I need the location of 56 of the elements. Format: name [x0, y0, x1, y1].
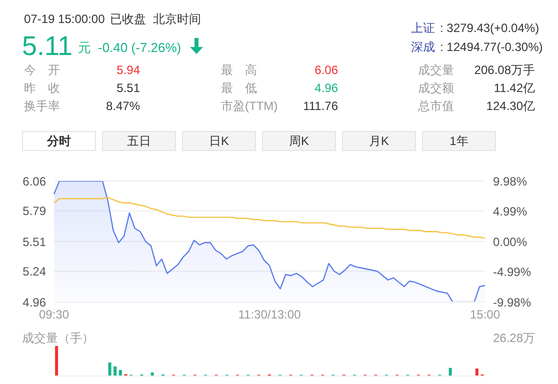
text: 111.76 — [303, 99, 338, 114]
text: 5.11 — [22, 30, 73, 62]
text: 上证 — [411, 21, 435, 36]
bar — [448, 368, 452, 376]
x-tick-label: 15:00 — [470, 308, 500, 322]
text: : 12494.77(-0.30%) — [440, 40, 543, 54]
y2-tick-label: 9.98% — [493, 174, 528, 188]
x-tick-label: 11:30/13:00 — [238, 308, 302, 322]
y2-tick-label: 4.99% — [493, 204, 528, 219]
text: 最 低 — [221, 81, 257, 96]
text: 5.51 — [116, 81, 140, 96]
text: 206.08万手 — [474, 63, 535, 78]
y-tick-label: 5.24 — [22, 264, 46, 278]
text: 分时 — [22, 131, 96, 151]
text: 26.28万 — [492, 330, 535, 347]
y-tick-label: 4.96 — [22, 295, 46, 310]
text: 124.30亿 — [486, 99, 535, 114]
text: 今 开 — [24, 63, 60, 78]
bar — [118, 370, 122, 376]
text: -0.40 (-7.26%) — [98, 40, 182, 56]
text: 成交量 — [418, 63, 454, 78]
text: 周K — [262, 131, 336, 151]
y-tick-label: 5.51 — [22, 234, 46, 249]
text: 11.42亿 — [494, 81, 535, 96]
text: 元 — [78, 40, 91, 56]
line-series — [53, 196, 486, 239]
bar — [475, 368, 478, 376]
text: 8.47% — [106, 99, 140, 114]
bar — [55, 346, 58, 376]
y-axis-title: 成交量（手） — [22, 330, 94, 347]
text: 市盈(TTM) — [221, 99, 278, 114]
text: 成交额 — [418, 81, 454, 96]
x-tick-label: 09:30 — [38, 308, 70, 322]
y2-tick-label: -4.99% — [493, 265, 532, 280]
text: 4.96 — [314, 81, 338, 96]
text: 5.94 — [116, 63, 140, 78]
text: 日K — [182, 131, 256, 151]
text: 总市值 — [418, 99, 454, 114]
text: 最 高 — [221, 63, 257, 78]
y2-tick-label: -9.98% — [493, 295, 532, 310]
text: 五日 — [102, 131, 176, 151]
text: 07-19 15:00:00 — [24, 12, 105, 26]
text: 深成 — [411, 40, 435, 54]
y-tick-label: 5.79 — [22, 204, 46, 218]
text: : 3279.43(+0.04%) — [440, 21, 540, 36]
text: 昨 收 — [24, 81, 60, 96]
text: 6.06 — [314, 63, 338, 78]
text: 1年 — [422, 131, 496, 151]
bar — [114, 366, 117, 376]
bar — [108, 362, 112, 376]
text: 月K — [342, 131, 416, 151]
text: 换手率 — [24, 99, 60, 114]
text: 北京时间 — [153, 12, 201, 26]
text: 已收盘 — [110, 12, 146, 26]
y-tick-label: 6.06 — [22, 174, 46, 188]
y2-tick-label: 0.00% — [493, 234, 528, 249]
